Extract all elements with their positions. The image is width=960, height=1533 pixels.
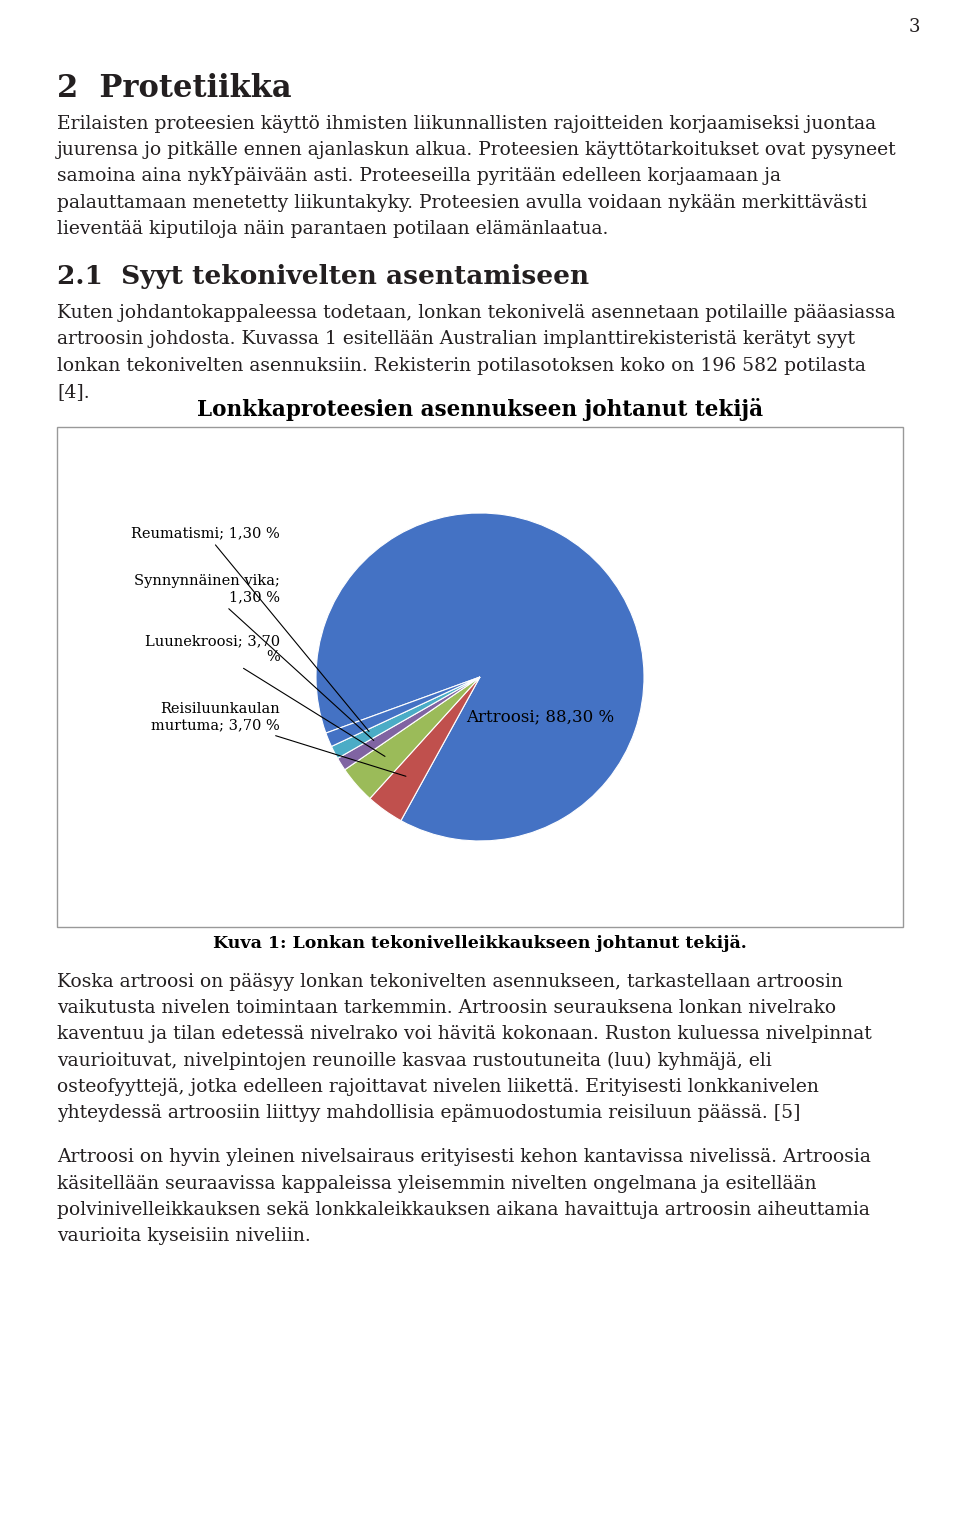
Text: polvinivelleikkauksen sekä lonkkaleikkauksen aikana havaittuja artroosin aiheutt: polvinivelleikkauksen sekä lonkkaleikkau… — [57, 1200, 870, 1219]
Text: lieventää kiputiloja näin parantaen potilaan elämänlaatua.: lieventää kiputiloja näin parantaen poti… — [57, 219, 609, 238]
Wedge shape — [370, 678, 480, 820]
Text: samoina aina nykYpäivään asti. Proteeseilla pyritään edelleen korjaamaan ja: samoina aina nykYpäivään asti. Proteesei… — [57, 167, 781, 185]
Text: juurensa jo pitkälle ennen ajanlaskun alkua. Proteesien käyttötarkoitukset ovat : juurensa jo pitkälle ennen ajanlaskun al… — [57, 141, 897, 159]
Text: 2.1  Syyt tekonivelten asentamiseen: 2.1 Syyt tekonivelten asentamiseen — [57, 264, 589, 290]
Wedge shape — [316, 514, 644, 842]
Bar — [57, 428, 903, 927]
Text: Kuva 1: Lonkan tekonivelleikkaukseen johtanut tekijä.: Kuva 1: Lonkan tekonivelleikkaukseen joh… — [213, 935, 747, 952]
Wedge shape — [325, 678, 480, 747]
Wedge shape — [345, 678, 480, 799]
Text: Synnynnäinen vika;
1,30 %: Synnynnäinen vika; 1,30 % — [134, 573, 373, 740]
Text: Artroosi; 88,30 %: Artroosi; 88,30 % — [466, 708, 614, 725]
Text: Kuten johdantokappaleessa todetaan, lonkan tekonivelä asennetaan potilaille pääa: Kuten johdantokappaleessa todetaan, lonk… — [57, 304, 896, 322]
Text: käsitellään seuraavissa kappaleissa yleisemmin nivelten ongelmana ja esitellään: käsitellään seuraavissa kappaleissa ylei… — [57, 1174, 817, 1193]
Text: [4].: [4]. — [57, 383, 89, 400]
Text: osteofyyttejä, jotka edelleen rajoittavat nivelen liikettä. Erityisesti lonkkani: osteofyyttejä, jotka edelleen rajoittava… — [57, 1078, 819, 1096]
Text: 2  Protetiikka: 2 Protetiikka — [57, 74, 292, 104]
Text: yhteydessä artroosiin liittyy mahdollisia epämuodostumia reisiluun päässä. [5]: yhteydessä artroosiin liittyy mahdollisi… — [57, 1104, 801, 1122]
Text: kaventuu ja tilan edetessä nivelrako voi hävitä kokonaan. Ruston kuluessa nivelp: kaventuu ja tilan edetessä nivelrako voi… — [57, 1026, 872, 1044]
Text: artroosin johdosta. Kuvassa 1 esitellään Australian implanttirekisteristä keräty: artroosin johdosta. Kuvassa 1 esitellään… — [57, 330, 855, 348]
Text: Luunekroosi; 3,70
%: Luunekroosi; 3,70 % — [145, 633, 385, 756]
Text: Erilaisten proteesien käyttö ihmisten liikunnallisten rajoitteiden korjaamiseksi: Erilaisten proteesien käyttö ihmisten li… — [57, 115, 876, 133]
Text: lonkan tekonivelten asennuksiin. Rekisterin potilasotoksen koko on 196 582 potil: lonkan tekonivelten asennuksiin. Rekiste… — [57, 357, 866, 374]
Wedge shape — [331, 678, 480, 759]
Text: Koska artroosi on pääsyy lonkan tekonivelten asennukseen, tarkastellaan artroosi: Koska artroosi on pääsyy lonkan tekonive… — [57, 973, 843, 990]
Text: Reumatismi; 1,30 %: Reumatismi; 1,30 % — [132, 526, 369, 731]
Text: vaurioita kyseisiin niveliin.: vaurioita kyseisiin niveliin. — [57, 1226, 311, 1245]
Wedge shape — [338, 678, 480, 770]
Text: palauttamaan menetetty liikuntakyky. Proteesien avulla voidaan nykään merkittävä: palauttamaan menetetty liikuntakyky. Pro… — [57, 193, 867, 212]
Text: vaikutusta nivelen toimintaan tarkemmin. Artroosin seurauksena lonkan nivelrako: vaikutusta nivelen toimintaan tarkemmin.… — [57, 1000, 836, 1018]
Text: Artroosi on hyvin yleinen nivelsairaus erityisesti kehon kantavissa nivelissä. A: Artroosi on hyvin yleinen nivelsairaus e… — [57, 1148, 871, 1167]
Title: Lonkkaproteesien asennukseen johtanut tekijä: Lonkkaproteesien asennukseen johtanut te… — [197, 399, 763, 422]
Text: vaurioituvat, nivelpintojen reunoille kasvaa rustoutuneita (luu) kyhmäjä, eli: vaurioituvat, nivelpintojen reunoille ka… — [57, 1052, 772, 1070]
Text: 3: 3 — [908, 18, 920, 35]
Text: Reisiluunkaulan
murtuma; 3,70 %: Reisiluunkaulan murtuma; 3,70 % — [152, 702, 406, 776]
